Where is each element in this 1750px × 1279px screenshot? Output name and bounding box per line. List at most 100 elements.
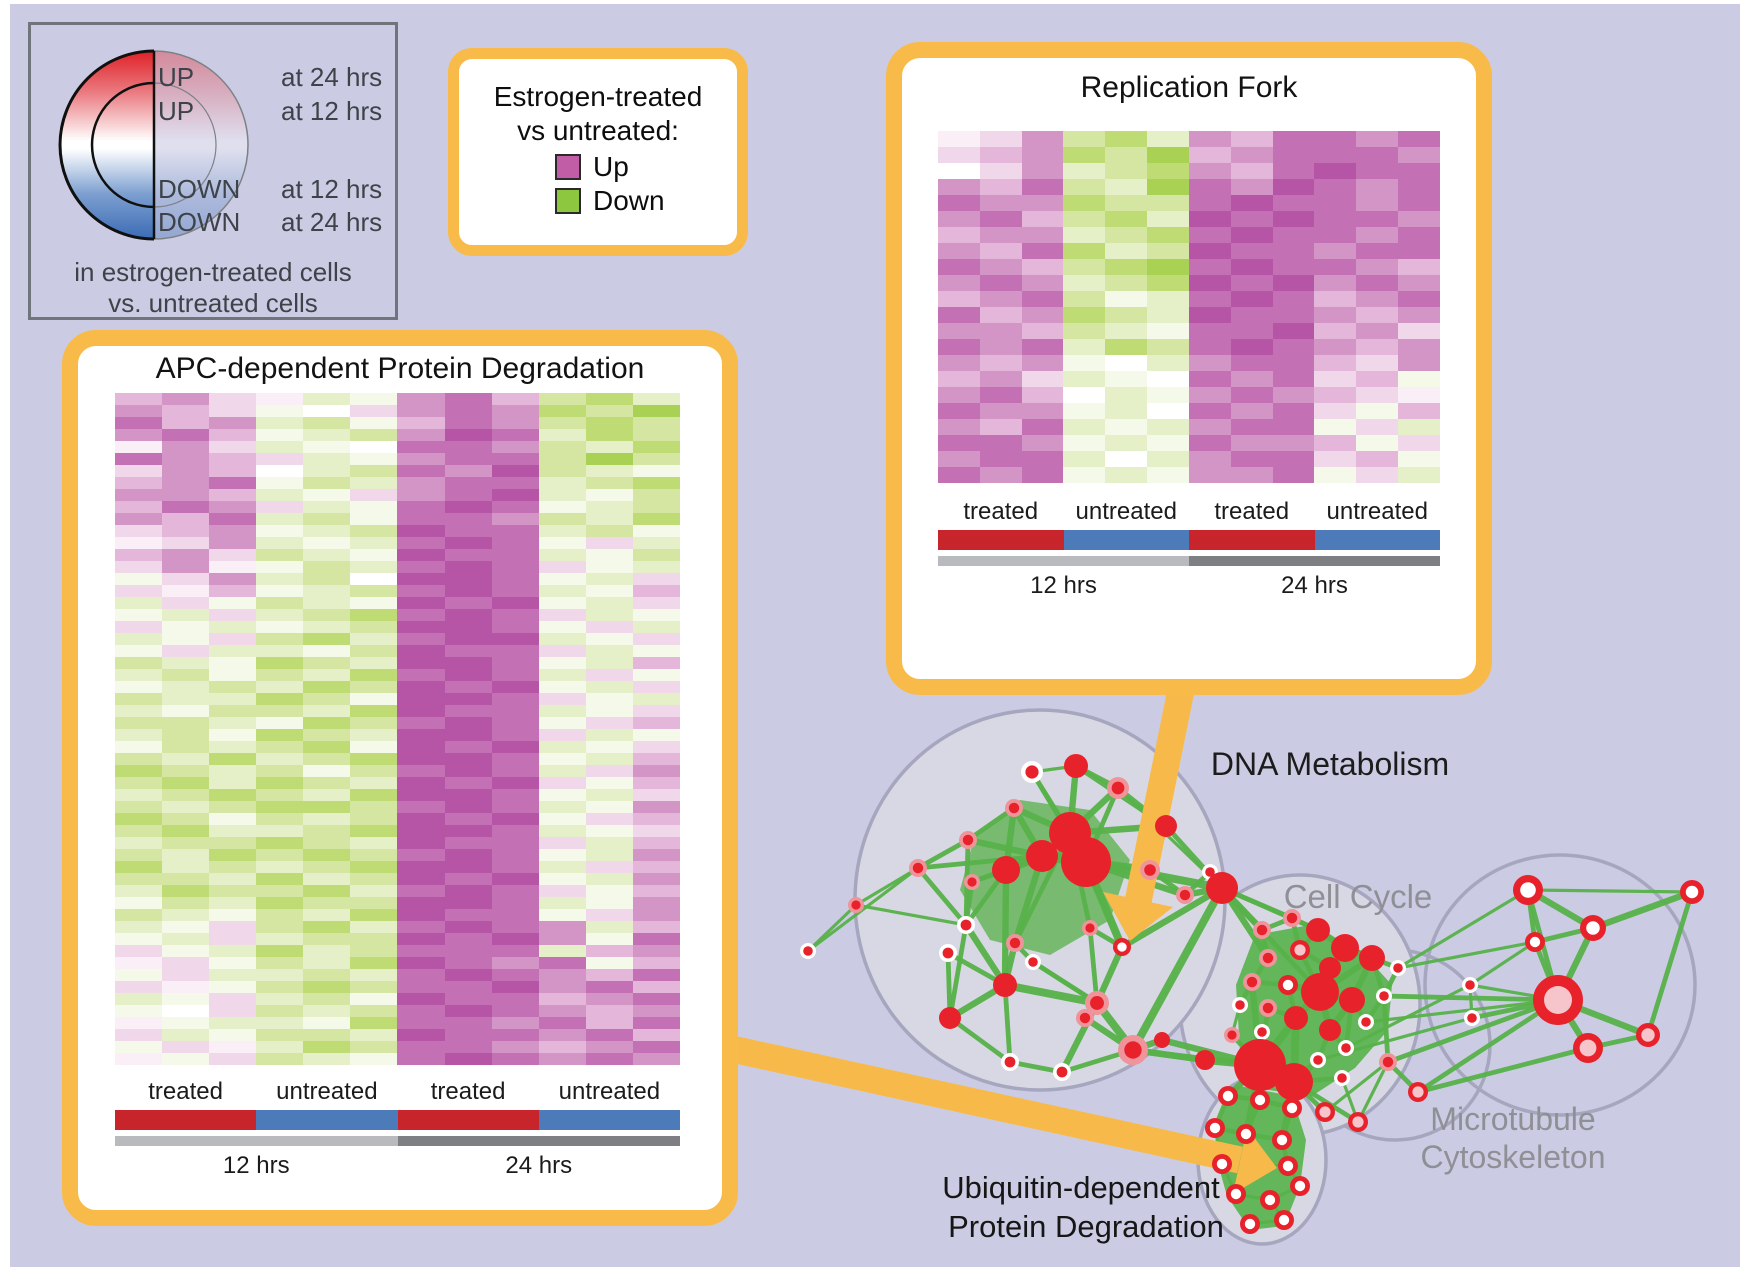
- heatmap-cell: [491, 945, 539, 957]
- heatmap-cell: [1356, 339, 1399, 355]
- heatmap-cell: [1398, 211, 1440, 227]
- heatmap-cell: [979, 451, 1022, 467]
- heatmap-cell: [115, 777, 163, 789]
- heatmap-cell: [632, 993, 680, 1005]
- heatmap-cell: [585, 945, 633, 957]
- heatmap-cell: [1021, 451, 1064, 467]
- heatmap-cell: [1230, 307, 1273, 323]
- heatmap-cell: [1398, 275, 1440, 291]
- network-edge: [1002, 984, 1013, 1063]
- heatmap-cell: [491, 849, 539, 861]
- heatmap-cell: [1063, 291, 1106, 307]
- heatmap-cell: [585, 729, 633, 741]
- heatmap-cell: [1398, 131, 1440, 147]
- heatmap-cell: [1356, 451, 1399, 467]
- heatmap-cell: [1314, 227, 1357, 243]
- time-label: at 12 hrs: [281, 174, 383, 204]
- heatmap-cell: [256, 921, 304, 933]
- heatmap-cell: [1021, 371, 1064, 387]
- heatmap-cell: [632, 597, 680, 609]
- heatmap-cell: [256, 609, 304, 621]
- heatmap-cell: [538, 1005, 586, 1017]
- heatmap-cell: [1147, 451, 1189, 467]
- heatmap-cell: [585, 1029, 633, 1041]
- heatmap-cell: [585, 885, 633, 897]
- heatmap-cell: [444, 789, 492, 801]
- heatmap-cell: [632, 525, 680, 537]
- heatmap-cell: [162, 765, 210, 777]
- heatmap-cell: [162, 693, 210, 705]
- heatmap-cell: [444, 753, 492, 765]
- heatmap-cell: [491, 741, 539, 753]
- heatmap-cell: [585, 897, 633, 909]
- heatmap-cell: [491, 669, 539, 681]
- heatmap-cell: [1272, 195, 1315, 211]
- heatmap-cell: [585, 957, 633, 969]
- heatmap-cell: [162, 597, 210, 609]
- heatmap-cell: [1188, 291, 1231, 307]
- heatmap-cell: [350, 585, 398, 597]
- heatmap-cell: [303, 537, 351, 549]
- untreated-bar: [1063, 530, 1189, 550]
- time-label: 24 hrs: [505, 1152, 573, 1179]
- network-edge: [855, 903, 967, 927]
- heatmap-cell: [1063, 307, 1106, 323]
- network-node-core: [1337, 1073, 1347, 1083]
- network-node: [993, 973, 1017, 997]
- heatmap-cell: [938, 211, 980, 227]
- network-edge: [1031, 959, 1099, 1006]
- network-node-core: [1579, 1039, 1597, 1057]
- heatmap-cell: [209, 549, 257, 561]
- heatmap-cell: [491, 453, 539, 465]
- heatmap-cell: [115, 801, 163, 813]
- heatmap-cell: [303, 585, 351, 597]
- heatmap-cell: [303, 861, 351, 873]
- network-node-core: [1256, 924, 1268, 936]
- heatmap-cell: [303, 729, 351, 741]
- heatmap-cell: [162, 741, 210, 753]
- heatmap-cell: [444, 909, 492, 921]
- heatmap-cell: [1147, 435, 1189, 451]
- group-label: treated: [1214, 498, 1290, 525]
- heatmap-cell: [115, 393, 163, 405]
- heatmap-cell: [491, 897, 539, 909]
- heatmap-cell: [1105, 195, 1148, 211]
- heatmap-cell: [491, 513, 539, 525]
- heatmap-cell: [585, 717, 633, 729]
- heatmap-cell: [538, 753, 586, 765]
- heatmap-cell: [1398, 435, 1440, 451]
- network-node-core: [1079, 1012, 1091, 1024]
- heatmap-cell: [491, 633, 539, 645]
- heatmap-cell: [303, 621, 351, 633]
- network-edge: [1416, 997, 1560, 1095]
- replication-fork-heatmap: [938, 131, 1440, 483]
- heatmap-cell: [162, 441, 210, 453]
- heatmap-cell: [585, 405, 633, 417]
- network-node-core: [1529, 936, 1541, 948]
- heatmap-cell: [938, 227, 980, 243]
- heatmap-cell: [632, 609, 680, 621]
- heatmap-cell: [538, 693, 586, 705]
- heatmap-cell: [632, 489, 680, 501]
- heatmap-cell: [350, 489, 398, 501]
- heatmap-cell: [397, 645, 445, 657]
- heatmap-cell: [303, 741, 351, 753]
- heatmap-cell: [491, 825, 539, 837]
- heatmap-cell: [444, 465, 492, 477]
- heatmap-cell: [115, 585, 163, 597]
- heatmap-cell: [491, 501, 539, 513]
- heatmap-cell: [444, 1005, 492, 1017]
- heatmap-cell: [350, 669, 398, 681]
- heatmap-cell: [209, 693, 257, 705]
- heatmap-cell: [115, 957, 163, 969]
- heatmap-cell: [1021, 435, 1064, 451]
- heatmap-cell: [209, 873, 257, 885]
- heatmap-cell: [115, 633, 163, 645]
- heatmap-cell: [1063, 371, 1106, 387]
- heatmap-cell: [1230, 211, 1273, 227]
- heatmap-cell: [979, 211, 1022, 227]
- heatmap-cell: [938, 435, 980, 451]
- heatmap-cell: [585, 549, 633, 561]
- heatmap-cell: [1356, 291, 1399, 307]
